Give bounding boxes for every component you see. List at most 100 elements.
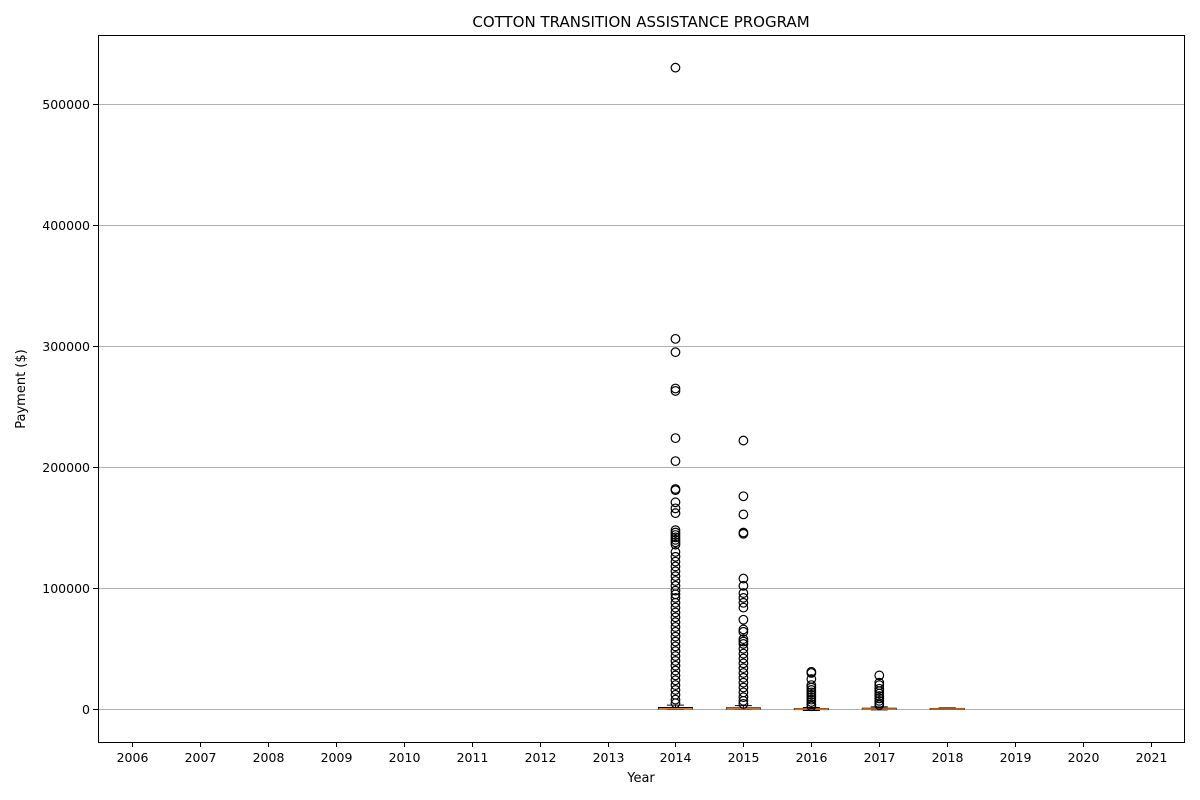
- x-axis-label: Year: [626, 771, 655, 786]
- box-2017: [861, 670, 897, 711]
- outlier-point: [738, 491, 749, 502]
- boxes: [657, 62, 965, 712]
- x-tick-label: 2008: [253, 750, 285, 765]
- x-tick-label: 2018: [932, 750, 964, 765]
- outlier-point: [670, 537, 681, 548]
- outlier-point: [738, 648, 749, 659]
- outlier-point: [670, 660, 681, 671]
- outlier-point: [670, 497, 681, 508]
- outlier-point: [670, 485, 681, 496]
- x-tick-label: 2012: [525, 750, 557, 765]
- outlier-point: [806, 694, 817, 705]
- outlier-point: [670, 503, 681, 514]
- outlier-point: [670, 386, 681, 396]
- outlier-point: [806, 689, 817, 700]
- y-tick-label: 400000: [42, 218, 90, 233]
- outlier-point: [806, 680, 817, 691]
- outlier-point: [738, 573, 749, 584]
- outlier-point: [670, 593, 681, 603]
- outlier-point: [670, 566, 681, 577]
- chart-title: COTTON TRANSITION ASSISTANCE PROGRAM: [472, 13, 809, 31]
- outlier-point: [738, 634, 749, 644]
- outlier-point: [670, 456, 681, 467]
- outlier-point: [670, 636, 681, 647]
- outlier-point: [806, 701, 817, 712]
- outlier-point: [670, 571, 681, 582]
- outlier-point: [806, 685, 817, 695]
- outlier-point: [670, 602, 681, 613]
- outlier-point: [670, 622, 681, 632]
- outlier-point: [738, 593, 749, 603]
- outlier-point: [738, 636, 749, 647]
- outlier-point: [874, 683, 885, 694]
- outlier-point: [670, 612, 681, 623]
- box-2015: [725, 435, 761, 710]
- outlier-point: [670, 532, 681, 543]
- x-axis: 2006 2007 2008 2009 2010 2011 2012 2013 2014 2015…: [117, 742, 1168, 765]
- outlier-point: [670, 641, 681, 652]
- outlier-point: [738, 658, 749, 669]
- outlier-point: [670, 383, 681, 394]
- x-tick-label: 2011: [457, 750, 489, 765]
- x-tick-label: 2021: [1136, 750, 1168, 765]
- outlier-point: [670, 665, 681, 676]
- outlier-point: [670, 651, 681, 661]
- outlier-point: [670, 530, 681, 540]
- y-tick-label: 300000: [42, 339, 90, 354]
- x-tick-label: 2016: [796, 750, 828, 765]
- y-tick-label: 100000: [42, 581, 90, 596]
- x-tick-label: 2006: [117, 750, 149, 765]
- x-tick-label: 2010: [389, 750, 421, 765]
- outlier-point: [670, 670, 681, 681]
- x-tick-label: 2017: [864, 750, 896, 765]
- outlier-point: [738, 588, 749, 598]
- outlier-point: [670, 547, 681, 557]
- outlier-point: [874, 695, 885, 706]
- box-2018: [929, 707, 965, 710]
- outlier-point: [738, 643, 749, 654]
- outlier-point: [738, 626, 749, 637]
- plot-frame: [98, 35, 1185, 743]
- outlier-point: [738, 668, 749, 678]
- outlier-point: [874, 686, 885, 697]
- y-axis-label: Payment ($): [14, 349, 29, 428]
- outlier-point: [670, 597, 681, 608]
- outlier-point: [738, 435, 749, 446]
- outlier-point: [670, 527, 681, 538]
- outlier-point: [738, 692, 749, 703]
- outlier-point: [670, 675, 681, 686]
- outlier-point: [738, 597, 749, 608]
- y-tick-label: 200000: [42, 460, 90, 475]
- outlier-point: [874, 688, 885, 699]
- outlier-point: [738, 695, 749, 706]
- y-tick-label: 500000: [42, 97, 90, 112]
- box-2016: [793, 666, 829, 712]
- outlier-point: [738, 639, 749, 649]
- outlier-point: [670, 698, 681, 709]
- x-tick-label: 2020: [1068, 750, 1100, 765]
- outlier-point: [670, 607, 681, 618]
- outlier-point: [806, 687, 817, 698]
- outlier-point: [670, 685, 681, 695]
- y-tick-label: 0: [82, 702, 90, 717]
- outlier-point: [670, 508, 681, 519]
- outlier-point: [670, 347, 681, 358]
- outlier-point: [670, 617, 681, 628]
- outlier-point: [738, 614, 749, 625]
- outlier-point: [738, 672, 749, 683]
- outlier-point: [670, 525, 681, 536]
- outlier-point: [670, 556, 681, 567]
- outlier-point: [738, 509, 749, 520]
- outlier-point: [738, 663, 749, 674]
- grid-lines: [98, 104, 1185, 710]
- outlier-point: [738, 602, 749, 613]
- outlier-point: [670, 534, 681, 545]
- outlier-point: [738, 653, 749, 664]
- outlier-point: [738, 698, 749, 709]
- box-2014: [657, 62, 693, 710]
- x-tick-label: 2009: [321, 750, 353, 765]
- outlier-point: [670, 626, 681, 637]
- outlier-point: [806, 697, 817, 707]
- outlier-point: [670, 680, 681, 691]
